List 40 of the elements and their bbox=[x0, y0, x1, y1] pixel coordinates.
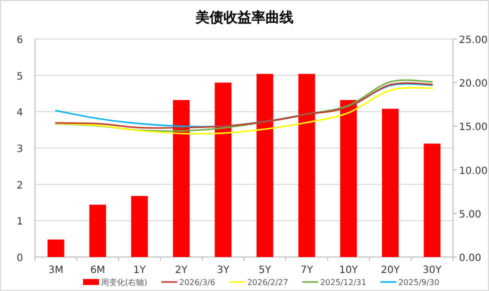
x-tick-label: 30Y bbox=[422, 265, 442, 276]
bar bbox=[89, 204, 106, 257]
x-tick-label: 10Y bbox=[339, 265, 359, 276]
x-tick-label: 6M bbox=[90, 265, 106, 276]
y2-tick-label: 15.00 bbox=[459, 122, 488, 134]
y-tick-label: 4 bbox=[16, 108, 23, 119]
legend-label: 2026/3/6 bbox=[179, 278, 216, 287]
bar bbox=[214, 82, 232, 257]
x-tick-label: 1Y bbox=[133, 265, 147, 276]
y-tick-label: 5 bbox=[16, 71, 23, 82]
bar bbox=[340, 100, 357, 257]
line-series bbox=[55, 87, 433, 134]
y2-tick-label: 10.00 bbox=[459, 166, 488, 177]
y-tick-label: 0 bbox=[16, 253, 23, 264]
chart-title: 美债收益率曲线 bbox=[194, 9, 294, 26]
bar bbox=[131, 196, 148, 257]
x-tick-label: 7Y bbox=[300, 265, 314, 276]
bar bbox=[424, 144, 440, 257]
y2-tick-label: 20.00 bbox=[459, 78, 488, 90]
x-tick-label: 2Y bbox=[175, 265, 188, 276]
y-tick-label: 2 bbox=[16, 180, 23, 192]
x-tick-label: 3Y bbox=[216, 265, 230, 276]
legend-label: 周变化(右轴) bbox=[101, 278, 148, 287]
y-tick-label: 6 bbox=[16, 35, 23, 46]
bar bbox=[382, 108, 399, 257]
x-tick-label: 20Y bbox=[380, 265, 401, 276]
y2-tick-label: 5.00 bbox=[459, 209, 482, 220]
bar bbox=[172, 100, 190, 257]
x-tick-label: 5Y bbox=[258, 265, 272, 276]
bar bbox=[48, 240, 64, 257]
legend-label: 2026/2/27 bbox=[247, 278, 288, 287]
y-tick-label: 1 bbox=[16, 216, 23, 228]
y2-tick-label: 25.00 bbox=[459, 35, 488, 46]
y-tick-label: 3 bbox=[16, 144, 23, 155]
y2-tick-label: 0.00 bbox=[459, 253, 482, 264]
bar bbox=[298, 74, 316, 257]
legend-label: 2025/12/31 bbox=[320, 278, 366, 287]
legend-label: 2025/9/30 bbox=[398, 278, 440, 287]
bar bbox=[256, 74, 274, 257]
x-tick-label: 3M bbox=[48, 265, 64, 276]
